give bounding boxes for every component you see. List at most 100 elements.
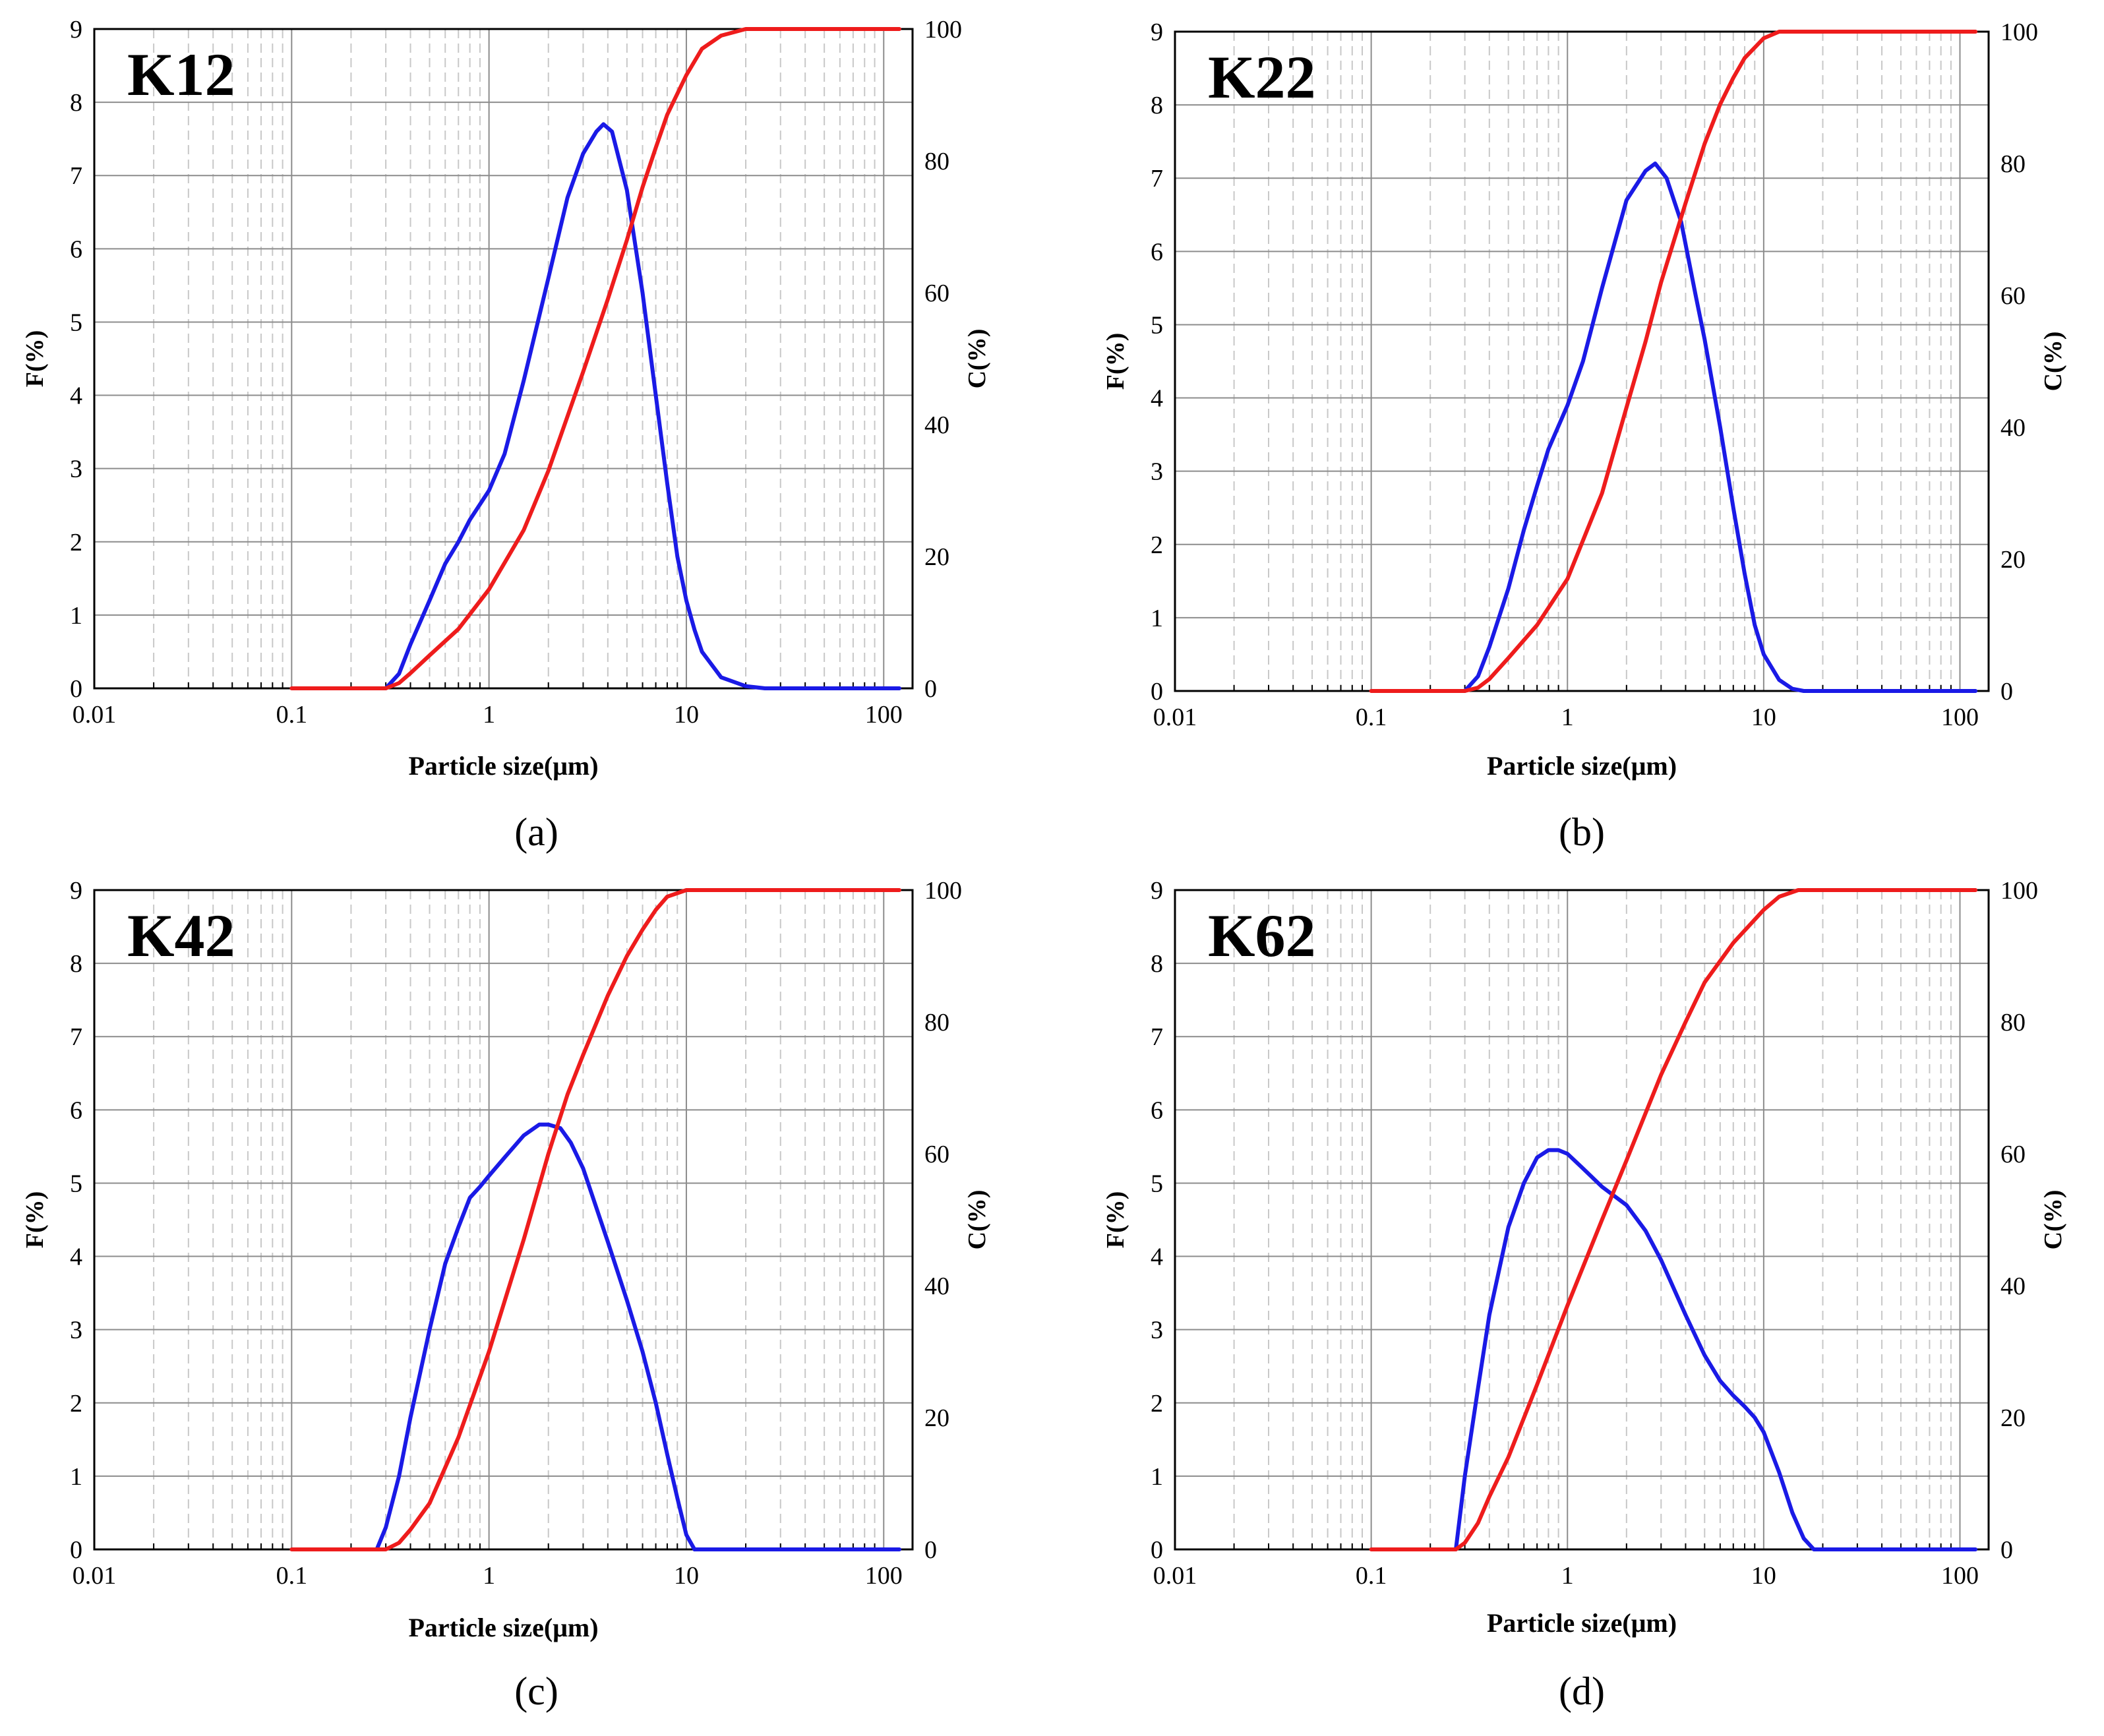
y-left-tick-label: 3: [1151, 458, 1163, 486]
x-tick-label: 100: [1941, 1562, 1979, 1590]
y-left-tick-label: 4: [1151, 1243, 1163, 1271]
y-right-tick-label: 60: [924, 1141, 949, 1168]
y-right-tick-label: 80: [2000, 1009, 2026, 1036]
panel-k42: 0 1 2 3 4 5 6 7 8 9 0 20 40 60 80 100 0.01 0.1 1 10 100 F(%) C…: [21, 877, 991, 1713]
y-left-tick-label: 0: [70, 675, 82, 703]
cumulative-curve-line: [1369, 888, 1978, 1551]
y-left-tick-label: 8: [1151, 950, 1163, 978]
y-left-tick-label: 7: [70, 162, 82, 190]
y-left-tick-label: 3: [1151, 1317, 1163, 1344]
plot-frame: [93, 28, 914, 690]
y-left-tick-label: 2: [70, 1390, 82, 1418]
plot-frame: [93, 889, 914, 1551]
x-axis-title: Particle size(μm): [1487, 751, 1677, 781]
y-left-tick-label: 7: [1151, 1023, 1163, 1051]
y-right-tick-label: 60: [924, 280, 949, 307]
x-tick-label: 0.1: [276, 701, 308, 729]
cumulative-curve-line: [1369, 30, 1978, 693]
x-tick-label: 10: [674, 701, 699, 729]
y-left-tick-label: 2: [1151, 1390, 1163, 1418]
y-left-tick-label: 5: [70, 1170, 82, 1197]
panel-caption: (c): [514, 1669, 558, 1713]
x-tick-label: 0.01: [1153, 1562, 1197, 1590]
y-left-axis-title: F(%): [1102, 1191, 1129, 1249]
y-right-tick-label: 60: [2000, 282, 2026, 310]
x-tick-label: 0.01: [73, 701, 117, 729]
y-right-tick-label: 20: [2000, 546, 2026, 574]
y-right-tick-label: 100: [924, 877, 962, 905]
y-right-tick-label: 20: [924, 1404, 949, 1432]
y-left-axis-title: F(%): [21, 330, 49, 388]
y-left-tick-label: 8: [1151, 92, 1163, 119]
x-tick-label: 10: [674, 1562, 699, 1590]
y-left-tick-label: 9: [70, 877, 82, 905]
y-right-tick-label: 0: [2000, 678, 2013, 705]
y-right-tick-label: 100: [2000, 877, 2038, 905]
y-left-tick-label: 6: [1151, 1096, 1163, 1124]
y-right-tick-label: 20: [924, 543, 949, 571]
panel-k22: 0 1 2 3 4 5 6 7 8 9 0 20 40 60 80 100 0.01 0.1 1 10 100 F(%) C…: [1102, 18, 2067, 854]
y-left-tick-label: 2: [70, 529, 82, 556]
y-left-tick-label: 4: [70, 382, 82, 410]
panel-k62: 0 1 2 3 4 5 6 7 8 9 0 20 40 60 80 100 0.01 0.1 1 10 100 F(%) C…: [1102, 877, 2067, 1713]
y-left-tick-label: 9: [1151, 877, 1163, 905]
panel-k12: 0 1 2 3 4 5 6 7 8 9 0 20 40 60 80 100 0.01 0.1 1 10 100 F(%) C…: [21, 16, 991, 854]
y-left-tick-label: 4: [70, 1243, 82, 1271]
y-right-axis-title: C(%): [963, 1190, 991, 1250]
y-left-tick-label: 8: [70, 89, 82, 117]
y-left-tick-label: 4: [1151, 385, 1163, 413]
sample-label: K22: [1208, 44, 1316, 111]
y-left-tick-label: 0: [1151, 1536, 1163, 1564]
plot-frame: [1174, 889, 1990, 1551]
y-left-tick-label: 8: [70, 950, 82, 978]
y-left-tick-label: 9: [70, 16, 82, 44]
y-right-tick-label: 0: [924, 1536, 937, 1564]
y-left-tick-label: 3: [70, 1317, 82, 1344]
y-left-tick-label: 0: [1151, 678, 1163, 705]
y-right-tick-label: 20: [2000, 1404, 2026, 1432]
x-tick-label: 10: [1751, 1562, 1776, 1590]
y-right-tick-label: 80: [924, 1009, 949, 1036]
x-tick-label: 1: [483, 701, 495, 729]
y-left-tick-label: 1: [70, 1463, 82, 1491]
y-left-tick-label: 6: [1151, 238, 1163, 266]
y-left-tick-label: 1: [1151, 605, 1163, 632]
y-left-tick-label: 3: [70, 456, 82, 483]
y-right-tick-label: 40: [924, 1272, 949, 1300]
x-tick-label: 0.1: [276, 1562, 308, 1590]
cumulative-curve-line: [289, 27, 901, 690]
y-left-tick-label: 5: [70, 309, 82, 336]
x-axis-title: Particle size(μm): [1487, 1608, 1677, 1638]
y-right-axis-title: C(%): [2039, 1190, 2067, 1250]
y-right-tick-label: 40: [2000, 414, 2026, 442]
y-left-tick-label: 1: [1151, 1463, 1163, 1491]
y-left-tick-label: 9: [1151, 18, 1163, 46]
y-left-axis-title: F(%): [1102, 333, 1129, 390]
x-tick-label: 10: [1751, 703, 1776, 731]
y-right-tick-label: 0: [924, 675, 937, 703]
y-left-tick-label: 0: [70, 1536, 82, 1564]
y-left-tick-label: 7: [1151, 165, 1163, 193]
x-axis-title: Particle size(μm): [408, 1613, 598, 1642]
y-left-tick-label: 6: [70, 1096, 82, 1124]
y-right-tick-label: 100: [924, 16, 962, 44]
x-tick-label: 100: [865, 1562, 903, 1590]
cumulative-curve-line: [289, 888, 901, 1551]
y-right-axis-title: C(%): [963, 329, 991, 389]
sample-label: K12: [127, 41, 235, 108]
panel-caption: (b): [1559, 810, 1605, 854]
x-tick-label: 100: [865, 701, 903, 729]
frequency-curve-line: [1462, 162, 1978, 693]
y-right-axis-title: C(%): [2039, 332, 2067, 392]
y-right-tick-label: 100: [2000, 18, 2038, 46]
x-tick-label: 1: [1561, 1562, 1574, 1590]
y-right-tick-label: 80: [2000, 150, 2026, 178]
sample-label: K62: [1208, 902, 1316, 969]
sample-label: K42: [127, 902, 235, 969]
y-left-axis-title: F(%): [21, 1191, 49, 1249]
y-right-tick-label: 40: [924, 411, 949, 439]
panel-caption: (d): [1559, 1669, 1605, 1713]
y-left-tick-label: 1: [70, 602, 82, 630]
x-axis-title: Particle size(μm): [408, 751, 598, 781]
